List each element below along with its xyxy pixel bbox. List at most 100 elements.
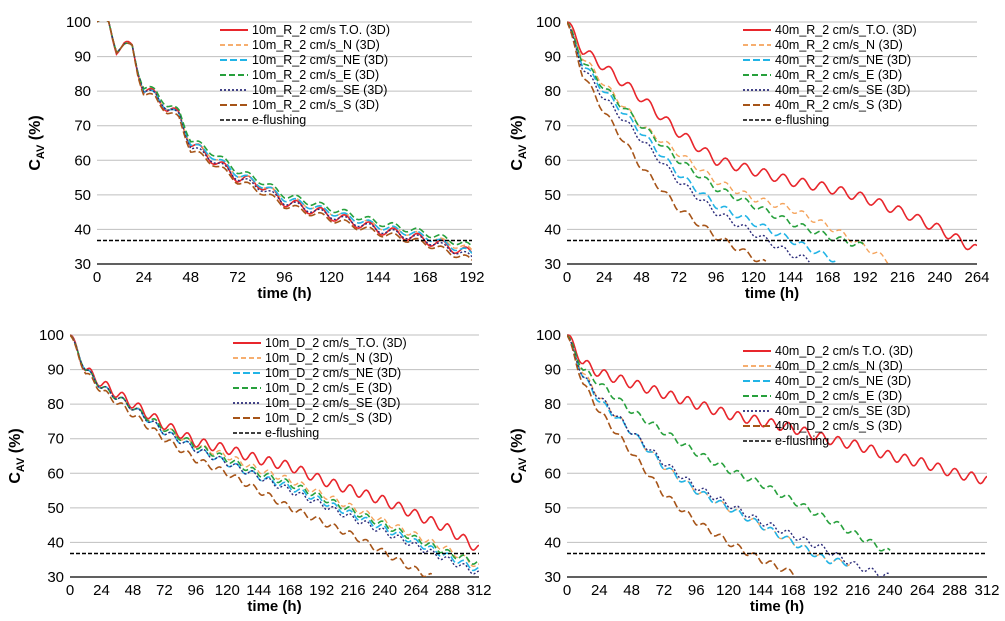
y-tick-label: 60 (74, 152, 91, 169)
y-tick-label: 40 (544, 534, 561, 551)
legend-label: 40m_D_2 cm/s_NE (3D) (775, 374, 911, 388)
series-line-to (567, 334, 987, 485)
y-tick-label: 70 (544, 118, 561, 135)
legend-label: e-flushing (775, 113, 829, 127)
legend-label: 40m_R_2 cm/s_E (3D) (775, 68, 902, 82)
legend-label: 10m_R_2 cm/s_NE (3D) (252, 53, 388, 67)
x-tick-label: 24 (596, 269, 613, 286)
legend-label: 10m_D_2 cm/s_T.O. (3D) (265, 336, 407, 350)
y-tick-label: 60 (47, 465, 64, 482)
x-tick-label: 0 (563, 269, 571, 286)
x-tick-label: 0 (93, 269, 101, 286)
y-tick-label: 90 (544, 362, 561, 379)
x-tick-label: 264 (964, 269, 989, 286)
series-line-e (567, 334, 891, 552)
legend-label: 40m_R_2 cm/s_S (3D) (775, 98, 902, 112)
legend-label: 10m_D_2 cm/s_NE (3D) (265, 366, 401, 380)
x-tick-label: 24 (136, 269, 153, 286)
x-tick-label: 168 (781, 582, 806, 599)
x-tick-label: 144 (748, 582, 773, 599)
series-line-to (567, 21, 977, 251)
y-tick-label: 100 (536, 14, 561, 31)
series-line-ne (567, 21, 838, 263)
x-tick-label: 192 (853, 269, 878, 286)
series-line-ne (70, 334, 479, 572)
y-tick-label: 80 (74, 83, 91, 100)
x-tick-label: 72 (156, 582, 173, 599)
x-tick-label: 72 (229, 269, 246, 286)
legend-label: e-flushing (252, 113, 306, 127)
x-tick-label: 312 (974, 582, 999, 599)
x-tick-label: 168 (815, 269, 840, 286)
legend-label: 40m_R_2 cm/s_SE (3D) (775, 83, 910, 97)
series-line-s (567, 334, 796, 577)
x-tick-label: 96 (276, 269, 293, 286)
y-tick-label: 100 (66, 14, 91, 31)
y-tick-label: 70 (47, 431, 64, 448)
x-tick-label: 264 (404, 582, 429, 599)
x-tick-label: 96 (688, 582, 705, 599)
x-tick-label: 120 (716, 582, 741, 599)
x-tick-label: 24 (93, 582, 110, 599)
series-line-s (97, 21, 472, 261)
y-tick-label: 80 (47, 396, 64, 413)
x-tick-label: 144 (366, 269, 391, 286)
x-axis-label: time (h) (257, 285, 311, 302)
y-tick-label: 60 (544, 465, 561, 482)
x-tick-label: 96 (188, 582, 205, 599)
legend-label: 40m_D_2 cm/s T.O. (3D) (775, 344, 913, 358)
series-line-ne (97, 21, 472, 254)
x-tick-label: 144 (246, 582, 271, 599)
legend: 40m_D_2 cm/s T.O. (3D)40m_D_2 cm/s_N (3D… (743, 344, 913, 448)
x-tick-label: 216 (845, 582, 870, 599)
x-tick-label: 144 (778, 269, 803, 286)
x-tick-label: 120 (215, 582, 240, 599)
y-tick-label: 50 (47, 500, 64, 517)
legend-label: 40m_R_2 cm/s_NE (3D) (775, 53, 911, 67)
legend-label: 40m_D_2 cm/s_SE (3D) (775, 404, 910, 418)
legend: 10m_D_2 cm/s_T.O. (3D)10m_D_2 cm/s_N (3D… (233, 336, 407, 440)
y-tick-label: 90 (544, 49, 561, 66)
x-tick-label: 168 (413, 269, 438, 286)
y-tick-label: 40 (74, 221, 91, 238)
y-axis-label: CAV (%) (509, 115, 529, 170)
y-axis-label: CAV (%) (509, 428, 529, 483)
x-tick-label: 288 (942, 582, 967, 599)
x-axis-label: time (h) (247, 598, 301, 615)
chart-panel-bottom-right: 30 40 50 60 70 80 90 100 0 24 48 72 96 120 144 168 192 21… (509, 327, 1000, 615)
x-tick-label: 216 (341, 582, 366, 599)
x-tick-label: 48 (623, 582, 640, 599)
legend-label: 10m_R_2 cm/s_E (3D) (252, 68, 379, 82)
chart-panel-bottom-left: 30 40 50 60 70 80 90 100 0 24 48 72 96 120 144 168 192 21… (7, 327, 492, 615)
legend: 10m_R_2 cm/s T.O. (3D)10m_R_2 cm/s_N (3D… (220, 23, 390, 127)
y-tick-label: 70 (544, 431, 561, 448)
series-line-e (97, 21, 472, 247)
x-tick-label: 168 (278, 582, 303, 599)
series-line-n (567, 21, 890, 264)
legend-label: 40m_D_2 cm/s_N (3D) (775, 359, 903, 373)
series-line-e (70, 334, 479, 565)
x-tick-label: 216 (890, 269, 915, 286)
x-tick-label: 48 (125, 582, 142, 599)
y-tick-label: 90 (74, 49, 91, 66)
series-line-s (70, 334, 432, 577)
legend-label: 10m_D_2 cm/s_N (3D) (265, 351, 393, 365)
y-tick-label: 40 (544, 221, 561, 238)
legend-label: 10m_D_2 cm/s_E (3D) (265, 381, 392, 395)
legend-label: 40m_R_2 cm/s_N (3D) (775, 38, 903, 52)
chart-panel-top-left: 30 40 50 60 70 80 90 100 0 24 48 72 96 120 144 168 192 ti… (27, 14, 485, 302)
x-axis-label: time (h) (745, 285, 799, 302)
x-tick-label: 48 (633, 269, 650, 286)
y-axis-label: CAV (%) (7, 428, 27, 483)
legend-label: e-flushing (775, 434, 829, 448)
y-tick-label: 80 (544, 396, 561, 413)
y-tick-label: 40 (47, 534, 64, 551)
series-line-se (97, 21, 472, 258)
y-tick-label: 30 (544, 256, 561, 273)
x-tick-label: 312 (466, 582, 491, 599)
legend-label: 10m_R_2 cm/s T.O. (3D) (252, 23, 390, 37)
x-tick-label: 72 (670, 269, 687, 286)
x-tick-label: 240 (927, 269, 952, 286)
